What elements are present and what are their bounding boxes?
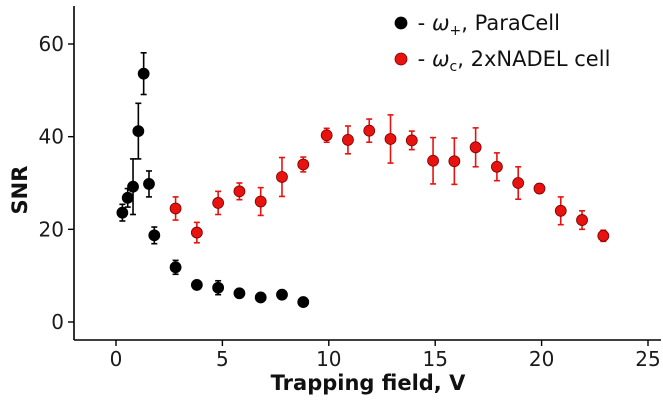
legend-label: - ωc, 2xNADEL cell — [411, 47, 610, 75]
data-point — [276, 171, 288, 183]
y-axis-title: SNR — [8, 166, 32, 215]
x-tick-label: 0 — [110, 347, 123, 371]
data-point — [233, 185, 246, 198]
legend-marker — [394, 16, 408, 30]
data-point — [212, 281, 225, 294]
x-tick-label: 10 — [316, 347, 341, 371]
data-point — [121, 191, 134, 204]
data-point — [143, 178, 155, 190]
data-point — [448, 155, 461, 168]
data-point — [512, 177, 525, 189]
data-point — [137, 67, 150, 80]
data-point — [342, 134, 354, 146]
legend-item: - ωc, 2xNADEL cell — [394, 47, 610, 75]
data-point — [597, 229, 610, 242]
data-point — [297, 296, 310, 308]
data-point — [276, 288, 288, 301]
data-point — [469, 141, 482, 154]
data-point — [491, 160, 503, 173]
legend-item: - ω+, ParaCell — [394, 11, 560, 39]
ticks: 0 5 10 15 20 25 0 20 40 60 — [39, 32, 661, 371]
data-point — [169, 202, 182, 215]
data-point — [427, 154, 439, 167]
data-point — [554, 204, 567, 217]
data-point — [576, 214, 588, 226]
y-tick-label: 0 — [51, 310, 64, 334]
data-point — [254, 195, 267, 208]
series-layer — [116, 52, 610, 308]
x-axis-title: Trapping field, V — [271, 371, 466, 395]
series-nadel — [169, 114, 610, 244]
y-tick-label: 20 — [39, 217, 64, 241]
legend-marker — [394, 52, 408, 66]
legend-label: - ω+, ParaCell — [411, 11, 560, 39]
data-point — [363, 124, 376, 137]
axes — [73, 6, 661, 341]
data-point — [190, 226, 203, 239]
data-point — [190, 279, 203, 291]
y-tick-label: 40 — [39, 125, 64, 149]
data-point — [254, 291, 267, 304]
x-tick-label: 15 — [422, 347, 447, 371]
x-tick-label: 5 — [216, 347, 229, 371]
data-point — [132, 125, 145, 138]
data-point — [116, 206, 129, 219]
data-point — [533, 182, 546, 195]
y-tick-label: 60 — [39, 32, 64, 56]
data-point — [405, 134, 418, 147]
x-tick-label: 25 — [635, 347, 660, 371]
data-point — [148, 229, 161, 242]
data-point — [127, 180, 139, 193]
data-point — [320, 129, 333, 142]
data-point — [384, 133, 397, 145]
series-paracell — [116, 52, 310, 308]
data-point — [169, 261, 182, 274]
data-point — [297, 158, 310, 171]
legend: - ω+, ParaCell - ωc, 2xNADEL cell — [394, 11, 610, 75]
data-point — [233, 287, 246, 300]
data-point — [212, 197, 225, 209]
x-tick-label: 20 — [529, 347, 554, 371]
